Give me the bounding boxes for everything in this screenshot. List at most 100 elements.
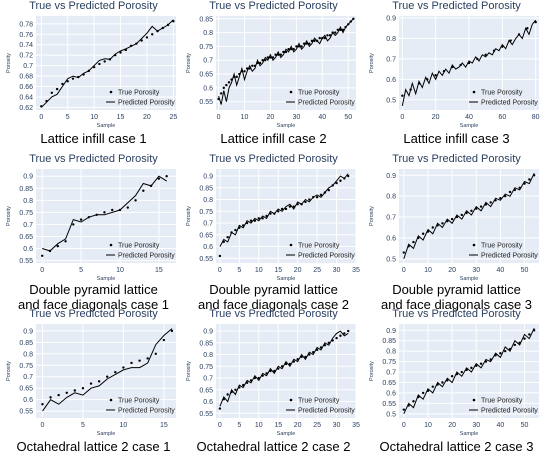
true-point	[269, 369, 272, 373]
true-point	[319, 193, 323, 197]
chart-svg: 0 5 10 15 20 25 30 35 0.55 0.6 0.65 0.7 0.75 0.8 0.85 0…	[186, 324, 360, 436]
y-tick-label: 0.5	[386, 411, 396, 418]
true-point	[261, 217, 264, 220]
y-tick-label: 0.76	[19, 32, 33, 39]
true-point	[489, 201, 492, 204]
true-point	[312, 351, 315, 354]
true-point	[421, 391, 425, 395]
true-point	[287, 47, 290, 51]
true-point	[315, 196, 319, 199]
legend-pred-label: Predicted Porosity	[481, 100, 538, 107]
legend-true-marker	[472, 398, 476, 402]
true-point	[271, 56, 275, 59]
y-tick-label: 0.7	[386, 370, 396, 377]
true-point	[344, 25, 347, 29]
true-point	[513, 188, 517, 192]
true-point	[508, 347, 512, 351]
y-tick-label: 0.85	[19, 186, 33, 193]
legend-true-label: True Porosity	[481, 243, 523, 250]
true-point	[72, 223, 75, 226]
y-tick-label: 0.8	[386, 36, 396, 43]
true-point	[455, 215, 459, 219]
y-axis-label: Porosity	[6, 361, 12, 381]
true-point	[343, 177, 346, 180]
predicted-series-line	[219, 173, 349, 247]
x-tick-label: 10	[120, 422, 128, 429]
true-point	[50, 91, 54, 94]
caption-line: and face diagonals case 2	[197, 297, 350, 312]
x-tick-label: 35	[352, 422, 360, 429]
true-point	[460, 370, 463, 374]
true-point	[304, 200, 307, 204]
caption-line: and face diagonals case 3	[380, 297, 533, 312]
true-point	[407, 404, 410, 407]
true-point	[532, 329, 536, 332]
true-point	[352, 17, 355, 20]
y-tick-label: 0.9	[386, 173, 396, 180]
plot-background	[36, 16, 176, 110]
legend-pred-label: Predicted Porosity	[298, 253, 355, 260]
x-tick-label: 0	[218, 422, 222, 429]
true-point	[470, 366, 473, 370]
true-point	[222, 240, 225, 244]
chart-title: True vs Predicted Porosity	[392, 0, 521, 12]
true-point	[274, 53, 277, 56]
x-tick-label: 25	[169, 114, 177, 121]
true-point	[308, 353, 311, 356]
chart-caption: Lattice infill case 3	[365, 131, 548, 146]
y-tick-label: 0.8	[203, 352, 213, 359]
true-point	[315, 39, 319, 43]
y-tick-label: 0.55	[19, 409, 33, 416]
y-tick-label: 0.85	[19, 340, 33, 347]
legend-pred-label: Predicted Porosity	[118, 100, 175, 107]
true-point	[467, 61, 471, 65]
true-point	[242, 383, 245, 387]
true-point	[249, 219, 253, 222]
y-tick-label: 0.9	[386, 16, 396, 23]
true-point	[55, 87, 59, 91]
y-tick-label: 0.6	[23, 397, 33, 404]
legend-true-label: True Porosity	[118, 90, 160, 97]
y-tick-label: 0.62	[19, 105, 33, 112]
true-point	[245, 381, 249, 384]
true-point	[45, 99, 48, 103]
true-point	[65, 391, 68, 394]
x-tick-label: 15	[160, 422, 168, 429]
true-point	[126, 206, 129, 209]
true-point	[284, 50, 288, 54]
x-tick-label: 30	[472, 422, 480, 429]
x-axis-label: Sample	[460, 123, 479, 128]
true-point	[339, 28, 342, 32]
chart-svg: 0 10 20 30 40 50 0.5 0.6 0.7 0.8 0.9 Sample Porosity…	[369, 169, 539, 281]
x-tick-label: 0	[41, 422, 45, 429]
true-point	[273, 369, 276, 373]
true-point	[470, 209, 473, 212]
y-tick-label: 0.85	[199, 185, 213, 192]
chart-caption: Octahedral lattice 2 case 3	[365, 439, 548, 454]
true-point	[534, 20, 537, 24]
true-point	[238, 386, 241, 389]
true-point	[256, 61, 259, 65]
x-tick-label: 10	[90, 114, 98, 121]
y-axis-label: Porosity	[186, 206, 192, 226]
true-point	[328, 34, 332, 37]
y-axis-label: Porosity	[186, 53, 192, 73]
true-point	[64, 240, 67, 243]
x-tick-label: 30	[292, 114, 300, 121]
y-tick-label: 0.65	[19, 234, 33, 241]
x-tick-label: 0	[218, 267, 222, 274]
y-tick-label: 0.75	[199, 44, 213, 51]
legend-true-marker	[289, 90, 293, 94]
true-point	[434, 74, 437, 77]
true-point	[513, 343, 517, 347]
y-tick-label: 0.7	[203, 376, 213, 383]
true-point	[501, 45, 504, 48]
chart-title: True vs Predicted Porosity	[209, 308, 338, 320]
true-point	[230, 231, 233, 234]
caption-line: Lattice infill case 2	[220, 131, 327, 146]
x-tick-label: 10	[116, 267, 124, 274]
legend-pred-label: Predicted Porosity	[481, 253, 538, 260]
true-point	[300, 203, 303, 206]
y-tick-label: 0.8	[203, 30, 213, 37]
true-point	[455, 372, 459, 376]
